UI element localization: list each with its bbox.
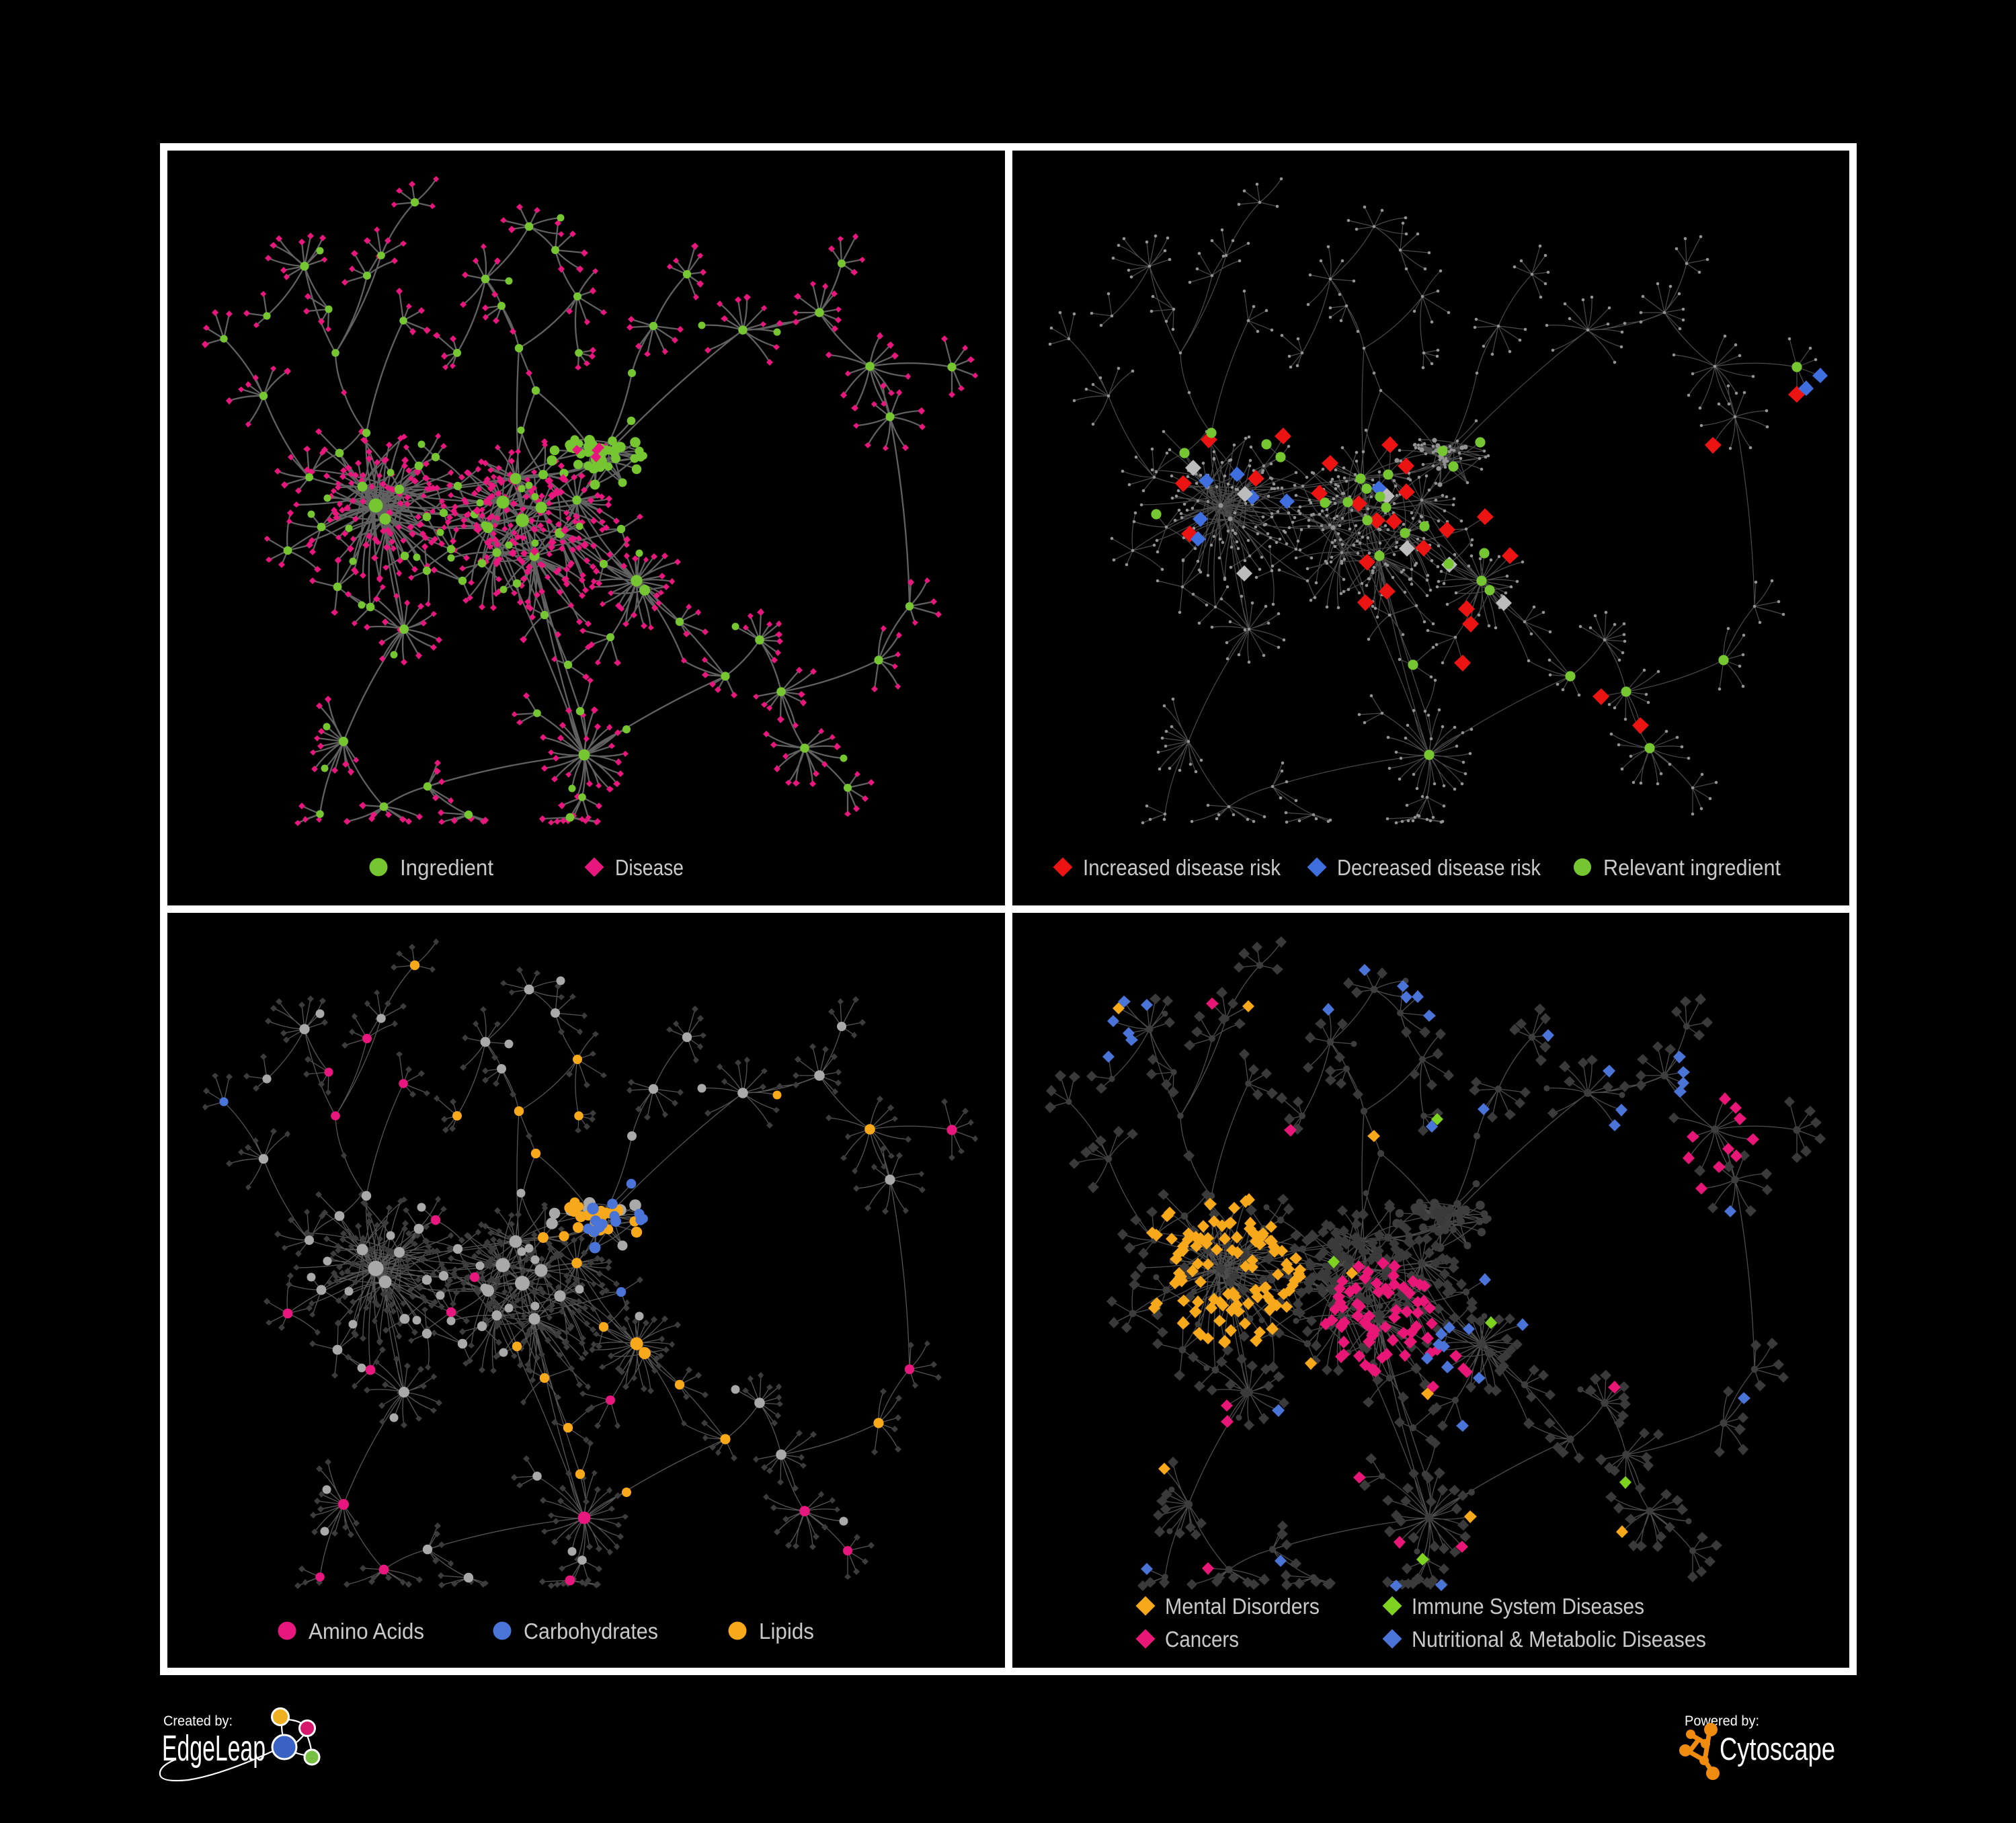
svg-text:Ingredient: Ingredient bbox=[400, 855, 493, 880]
svg-text:Carbohydrates: Carbohydrates bbox=[524, 1619, 658, 1644]
svg-text:Powered by:: Powered by: bbox=[1685, 1713, 1759, 1729]
svg-text:Lipids: Lipids bbox=[759, 1619, 814, 1644]
svg-text:Cytoscape: Cytoscape bbox=[1720, 1731, 1835, 1767]
svg-text:EdgeLeap: EdgeLeap bbox=[162, 1728, 266, 1769]
svg-text:Relevant ingredient: Relevant ingredient bbox=[1603, 855, 1781, 880]
svg-text:Disease: Disease bbox=[615, 855, 684, 880]
svg-text:Created by:: Created by: bbox=[163, 1713, 233, 1729]
svg-text:Cancers: Cancers bbox=[1165, 1627, 1239, 1652]
svg-text:Amino Acids: Amino Acids bbox=[309, 1619, 424, 1644]
svg-text:Increased disease risk: Increased disease risk bbox=[1083, 855, 1281, 880]
svg-text:Immune System Diseases: Immune System Diseases bbox=[1412, 1594, 1644, 1619]
svg-text:Mental Disorders: Mental Disorders bbox=[1165, 1594, 1320, 1619]
svg-text:Nutritional & Metabolic Diseas: Nutritional & Metabolic Diseases bbox=[1412, 1627, 1706, 1652]
svg-text:Decreased disease risk: Decreased disease risk bbox=[1337, 855, 1541, 880]
